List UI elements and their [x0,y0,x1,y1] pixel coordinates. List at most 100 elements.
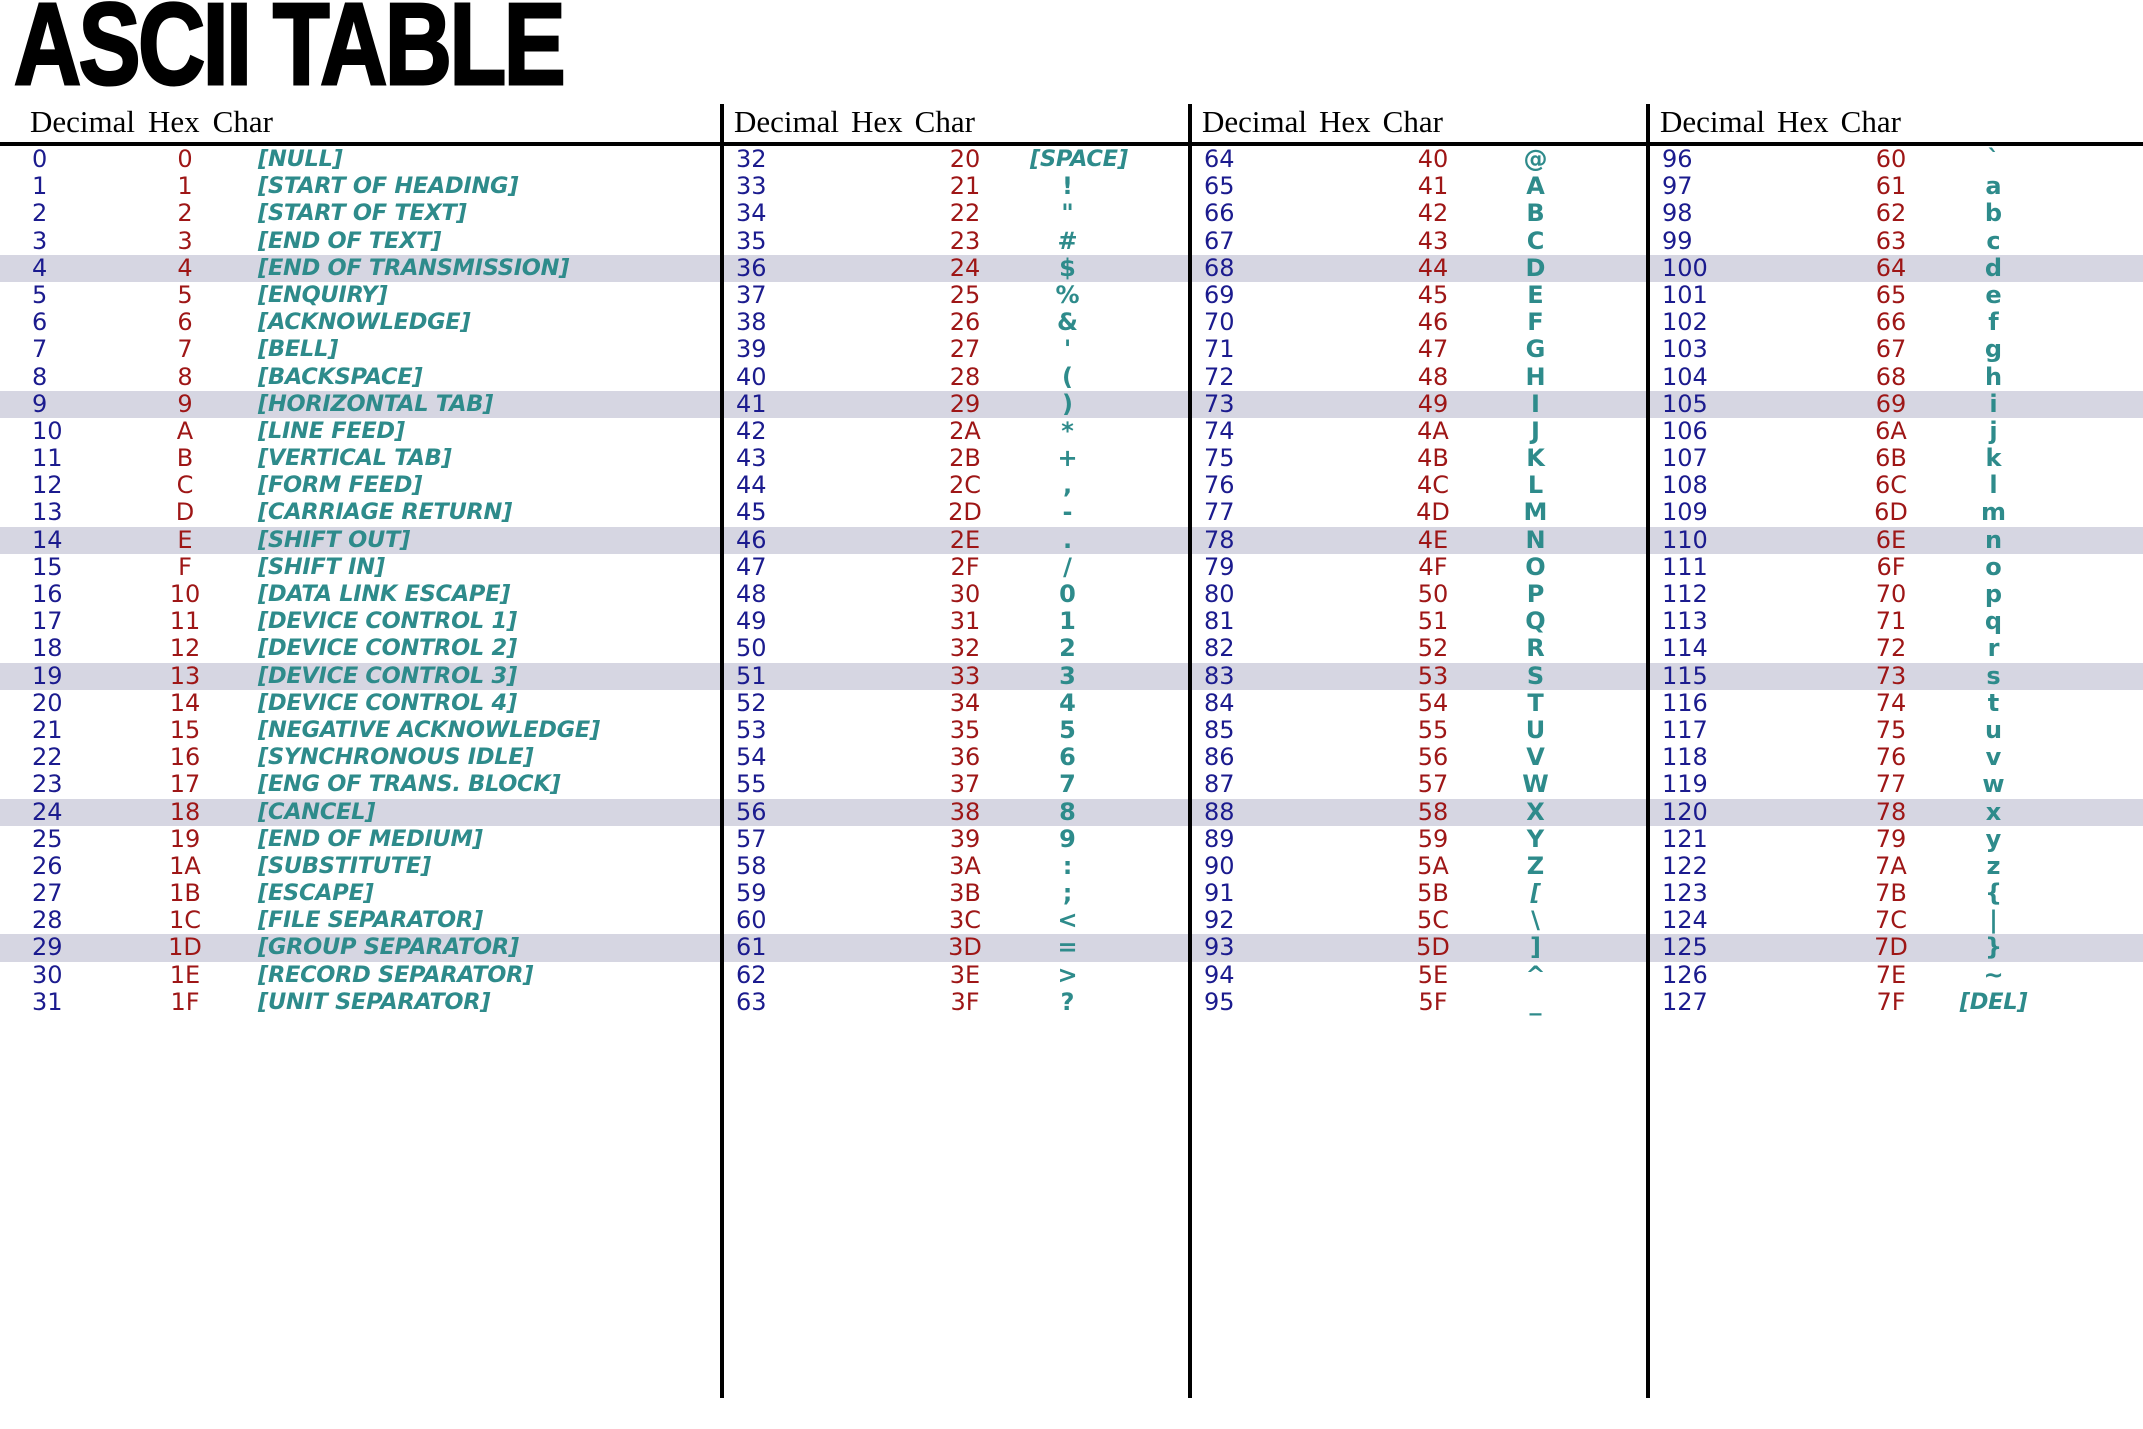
hex-cell: 72 [1875,634,1907,663]
decimal-cell: 106 [1662,416,1708,445]
decimal-cell: 80 [1204,580,1235,608]
hex-cell: 10 [169,580,201,608]
char-cell: P [1526,580,1545,608]
decimal-cell: 49 [736,607,767,636]
col-header-hex: Hex [1319,104,1371,139]
decimal-cell: 19 [32,661,63,690]
char-cell: u [1984,715,2003,744]
decimal-cell: 99 [1662,226,1693,255]
hex-cell: 63 [1875,226,1907,255]
decimal-cell: 4 [32,253,48,282]
char-cell: [BELL] [258,336,338,363]
decimal-cell: 96 [1662,145,1693,173]
decimal-cell: 94 [1204,960,1235,989]
hex-cell: 52 [1417,634,1449,663]
decimal-cell: 46 [736,525,767,554]
char-cell: [ESCAPE] [258,880,374,907]
char-cell: [DEVICE CONTROL 2] [258,635,517,662]
table-header-row: Decimal Hex Char Decimal Hex Char Decima… [0,102,2143,142]
char-cell: h [1984,362,2003,391]
char-cell: c [1986,226,2001,255]
hex-cell: 2 [177,199,193,228]
decimal-cell: 93 [1204,933,1235,962]
char-cell: = [1057,933,1078,962]
char-cell: z [1986,851,2001,880]
char-cell: T [1527,688,1544,717]
char-cell: n [1984,525,2003,554]
decimal-cell: 116 [1662,688,1708,717]
char-cell: % [1055,280,1080,309]
hex-cell: 1F [170,987,200,1016]
decimal-cell: 125 [1662,933,1708,962]
char-cell: X [1526,797,1545,826]
decimal-cell: 81 [1204,607,1235,636]
decimal-cell: 89 [1204,824,1235,853]
header-group-2: Decimal Hex Char [722,102,1190,142]
char-cell: * [1061,416,1074,445]
decimal-cell: 79 [1204,552,1235,581]
decimal-cell: 55 [736,770,767,799]
char-cell: B [1526,199,1545,228]
decimal-cell: 57 [736,824,767,853]
char-cell: [DEVICE CONTROL 1] [258,608,517,635]
char-cell: q [1984,607,2003,636]
char-cell: > [1057,960,1078,989]
decimal-cell: 91 [1204,879,1235,908]
decimal-cell: 59 [736,879,767,908]
char-cell: g [1984,335,2003,364]
hex-cell: 35 [949,715,981,744]
decimal-cell: 104 [1662,362,1708,391]
hex-cell: 3D [948,933,982,962]
hex-cell: 53 [1417,661,1449,690]
hex-cell: 44 [1417,253,1449,282]
hex-cell: 1 [177,172,193,201]
char-cell: [RECORD SEPARATOR] [258,961,534,988]
char-cell: [ENG OF TRANS. BLOCK] [258,771,561,798]
decimal-cell: 109 [1662,498,1708,527]
decimal-cell: 65 [1204,172,1235,201]
hex-cell: 1C [168,906,202,935]
char-cell: E [1527,280,1544,309]
char-cell: [DEVICE CONTROL 3] [258,662,517,689]
decimal-cell: 87 [1204,770,1235,799]
char-cell: w [1982,770,2005,799]
hex-cell: 22 [949,199,981,228]
decimal-cell: 43 [736,444,767,473]
char-cell: , [1062,471,1073,500]
char-cell: ; [1062,879,1073,908]
decimal-cell: 0 [32,145,48,173]
hex-cell: 4 [177,253,193,282]
hex-cell: 7C [1874,906,1908,935]
decimal-cell: 101 [1662,280,1708,309]
decimal-cell: 66 [1204,199,1235,228]
hex-cell: 41 [1417,172,1449,201]
char-cell: v [1985,743,2002,772]
char-cell: 4 [1059,688,1076,717]
hex-cell: 51 [1417,607,1449,636]
hex-cell: 4D [1416,498,1450,527]
hex-cell: 2A [949,416,981,445]
char-cell: b [1984,199,2003,228]
char-cell: a [1985,172,2002,201]
table-row: 20 14 [DEVICE CONTROL 4] 52 34 4 84 54 T 116 74 t [0,688,2143,717]
char-cell: W [1522,770,1549,799]
decimal-cell: 110 [1662,525,1708,554]
decimal-cell: 114 [1662,634,1708,663]
decimal-cell: 67 [1204,226,1235,255]
hex-cell: 4F [1418,552,1448,581]
hex-cell: 13 [169,661,201,690]
hex-cell: 54 [1417,688,1449,717]
hex-cell: 33 [949,661,981,690]
header-group-3: Decimal Hex Char [1190,102,1648,142]
decimal-cell: 100 [1662,253,1708,282]
table-row: 9 9 [HORIZONTAL TAB] 41 29) 73 49 I 105 69 i [0,390,2143,418]
decimal-cell: 25 [32,824,63,853]
table-row: 15 F [SHIFT IN] 47 2F / 79 4F O 111 6F o [0,552,2143,581]
header-group-4: Decimal Hex Char [1648,102,2143,142]
decimal-cell: 17 [32,607,63,636]
decimal-cell: 68 [1204,253,1235,282]
hex-cell: 5C [1416,906,1450,935]
hex-cell: 74 [1875,688,1907,717]
hex-cell: 7D [1874,933,1908,962]
char-cell: F [1527,308,1544,337]
